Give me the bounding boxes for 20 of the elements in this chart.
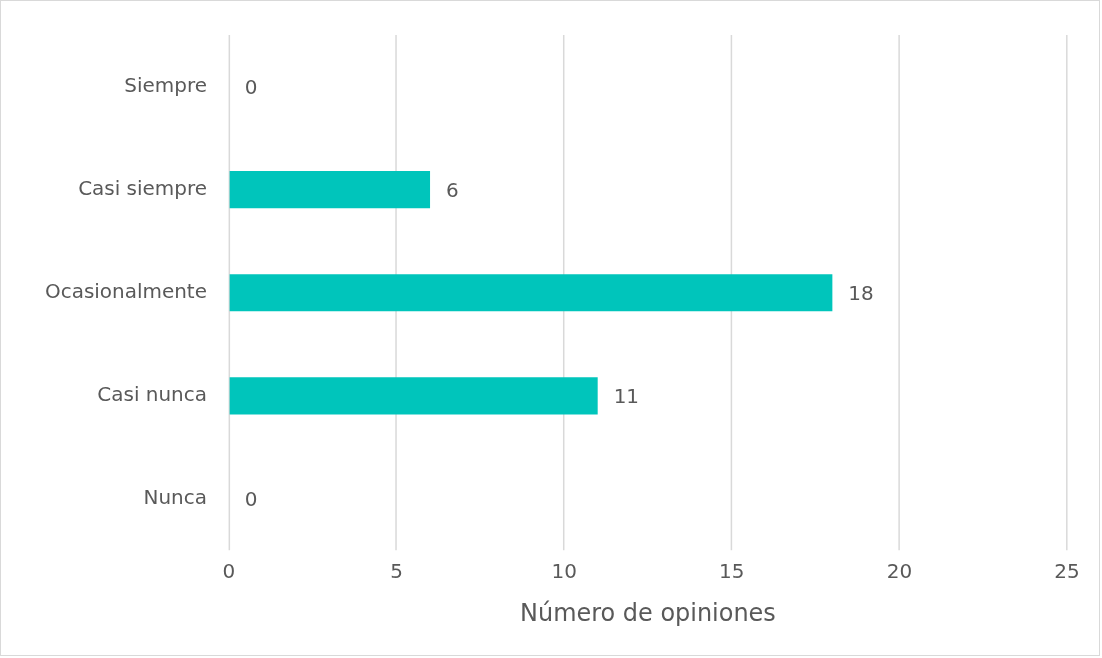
x-tick-label: 0 [222, 558, 236, 583]
data-label: 6 [446, 177, 459, 202]
x-tick-label: 5 [390, 558, 403, 583]
x-tick-label: 25 [1054, 558, 1080, 583]
y-tick-label: Nunca [143, 485, 207, 510]
data-label: 0 [244, 74, 258, 99]
bar [229, 171, 431, 209]
bar [229, 377, 598, 415]
data-label: 0 [244, 487, 258, 512]
y-tick-label: Ocasionalmente [45, 278, 207, 303]
y-tick-label: Siempre [124, 72, 207, 97]
x-tick-label: 15 [719, 558, 745, 583]
y-tick-label: Casi nunca [97, 382, 207, 407]
x-axis-title: Número de opiniones [520, 598, 776, 627]
bar [229, 274, 833, 312]
x-tick-label: 20 [886, 558, 913, 583]
data-label: 18 [848, 280, 874, 305]
y-tick-label: Casi siempre [78, 175, 207, 200]
data-label: 11 [613, 384, 640, 409]
x-tick-label: 10 [551, 558, 577, 583]
